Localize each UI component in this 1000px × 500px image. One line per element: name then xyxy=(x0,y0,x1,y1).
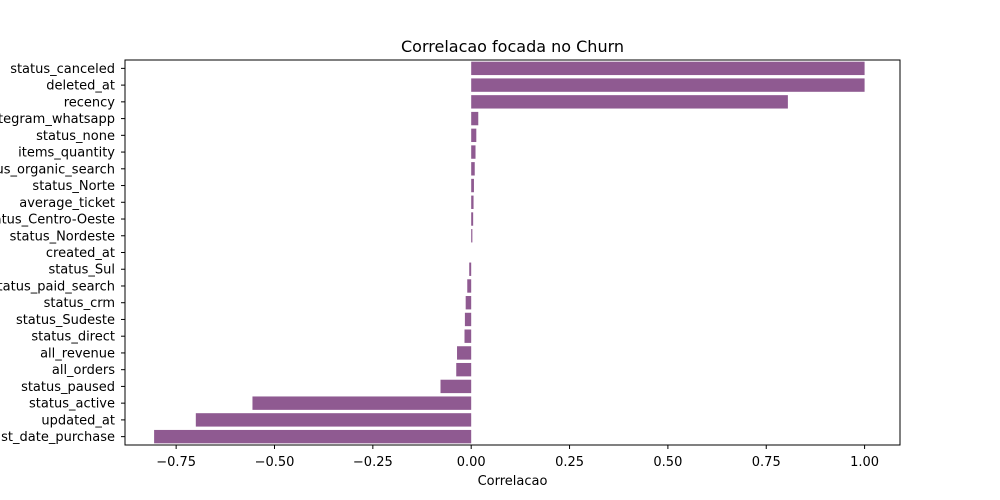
x-tick-label: 0.50 xyxy=(653,455,682,470)
y-tick-label: integram_whatsapp xyxy=(0,112,115,127)
y-tick-label: average_ticket xyxy=(19,196,115,211)
bar-average_ticket xyxy=(471,195,474,209)
x-tick-label: 1.00 xyxy=(850,455,879,470)
y-tick-label: status_paid_search xyxy=(0,279,115,294)
x-tick-label: 0.25 xyxy=(555,455,584,470)
bar-status_active xyxy=(252,396,472,410)
x-tick-label: 0.00 xyxy=(457,455,486,470)
bar-deleted_at xyxy=(471,78,865,92)
x-tick-label: −0.50 xyxy=(255,455,295,470)
bar-status_direct xyxy=(464,329,472,343)
y-tick-label: status_crm xyxy=(44,296,115,311)
y-tick-label: status_none xyxy=(36,129,115,144)
y-tick-label: all_revenue xyxy=(40,346,115,361)
bar-status_Sul xyxy=(469,262,472,276)
y-tick-label: status_paused xyxy=(21,380,115,395)
y-tick-label: all_orders xyxy=(52,363,115,378)
bar-items_quantity xyxy=(471,145,476,159)
bar-status_Sudeste xyxy=(464,312,472,327)
plot-frame xyxy=(124,59,901,446)
bar-status_none xyxy=(471,128,477,143)
bar-status_organic_search xyxy=(471,162,475,176)
x-tick-label: 0.75 xyxy=(752,455,781,470)
y-tick-label: updated_at xyxy=(41,413,115,428)
chart-title: Correlacao focada no Churn xyxy=(401,37,624,56)
bar-all_orders xyxy=(456,362,472,377)
x-tick-label: −0.25 xyxy=(353,455,393,470)
bar-last_date_purchase xyxy=(154,429,472,444)
y-tick-label: status_Nordeste xyxy=(10,229,115,244)
y-tick-label: status_organic_search xyxy=(0,162,115,177)
y-tick-label: recency xyxy=(64,95,116,110)
y-tick-label: deleted_at xyxy=(46,79,115,94)
y-tick-label: status_Sul xyxy=(48,263,115,278)
x-axis-label: Correlacao xyxy=(478,474,548,489)
y-tick-label: status_Sudeste xyxy=(16,313,115,328)
bar-status_crm xyxy=(465,296,472,310)
y-tick-label: status_direct xyxy=(31,330,115,345)
y-tick-label: status_Norte xyxy=(32,179,115,194)
bar-recency xyxy=(471,95,788,109)
bar-status_Nordeste xyxy=(471,229,473,243)
bar-status_paid_search xyxy=(467,279,472,293)
y-tick-label: items_quantity xyxy=(18,146,115,161)
bar-updated_at xyxy=(195,413,472,427)
bar-status_paused xyxy=(440,379,472,394)
y-tick-label: created_at xyxy=(46,246,115,261)
x-axis-ticks: −0.75 −0.50 −0.25 0.00 0.25 0.50 0.75 1.00 xyxy=(156,445,879,470)
bar-integram_whatsapp xyxy=(471,111,479,126)
bar-status_canceled xyxy=(471,61,865,76)
bar-all_revenue xyxy=(457,346,472,360)
y-tick-label: status_Centro-Oeste xyxy=(0,213,115,228)
y-tick-label: last_date_purchase xyxy=(0,430,115,445)
y-tick-label: status_canceled xyxy=(10,62,115,77)
bar-status_Centro-Oeste xyxy=(471,212,474,226)
x-tick-label: −0.75 xyxy=(156,455,196,470)
bars-group xyxy=(154,61,865,444)
bar-status_Norte xyxy=(471,178,474,193)
y-tick-label: status_active xyxy=(29,397,115,412)
